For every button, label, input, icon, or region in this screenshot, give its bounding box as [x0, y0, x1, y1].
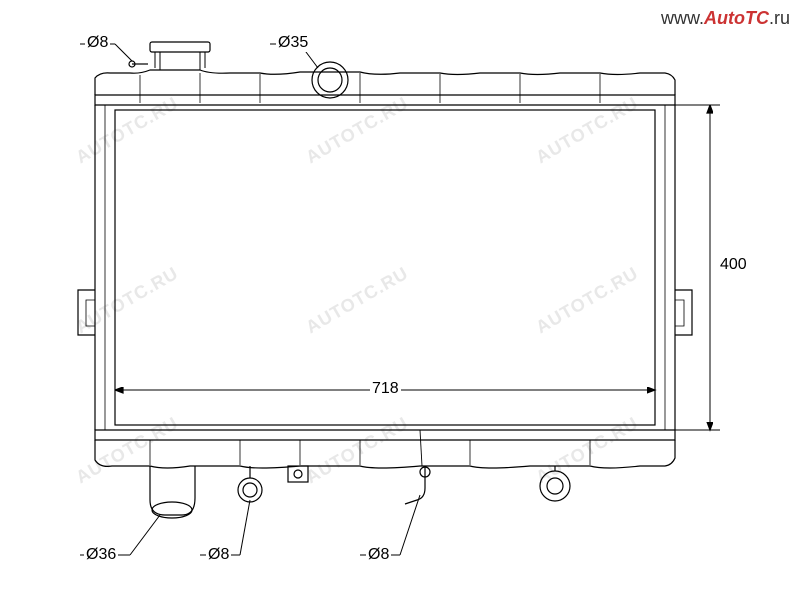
logo-brand: AutoTC	[704, 8, 769, 28]
label-d4: Ø8	[206, 546, 231, 564]
logo-tld: .ru	[769, 8, 790, 28]
diagram-svg	[0, 0, 800, 600]
left-bracket	[78, 290, 95, 335]
bottom-tank-outline	[95, 440, 675, 468]
bottom-mount-boss	[540, 471, 570, 501]
site-logo: www.AutoTC.ru	[661, 8, 790, 29]
label-width: 718	[370, 380, 401, 398]
label-d5: Ø8	[366, 546, 391, 564]
filler-cap-top	[150, 42, 210, 52]
label-d1: Ø8	[85, 34, 110, 52]
small-fitting	[288, 466, 308, 482]
label-height: 400	[718, 256, 749, 274]
core-area	[115, 110, 655, 425]
top-tank-outline	[95, 70, 675, 95]
label-d3: Ø36	[84, 546, 118, 564]
top-flange	[95, 95, 675, 105]
bottom-port-8a	[238, 478, 262, 502]
bottom-port-8b	[405, 466, 425, 504]
outlet-36	[150, 466, 195, 515]
drawing-canvas: AUTOTC.RU AUTOTC.RU AUTOTC.RU AUTOTC.RU …	[0, 0, 800, 600]
right-bracket	[675, 290, 692, 335]
label-d2: Ø35	[276, 34, 310, 52]
bottom-flange	[95, 430, 675, 440]
logo-prefix: www.	[661, 8, 704, 28]
filler-neck	[155, 52, 205, 70]
